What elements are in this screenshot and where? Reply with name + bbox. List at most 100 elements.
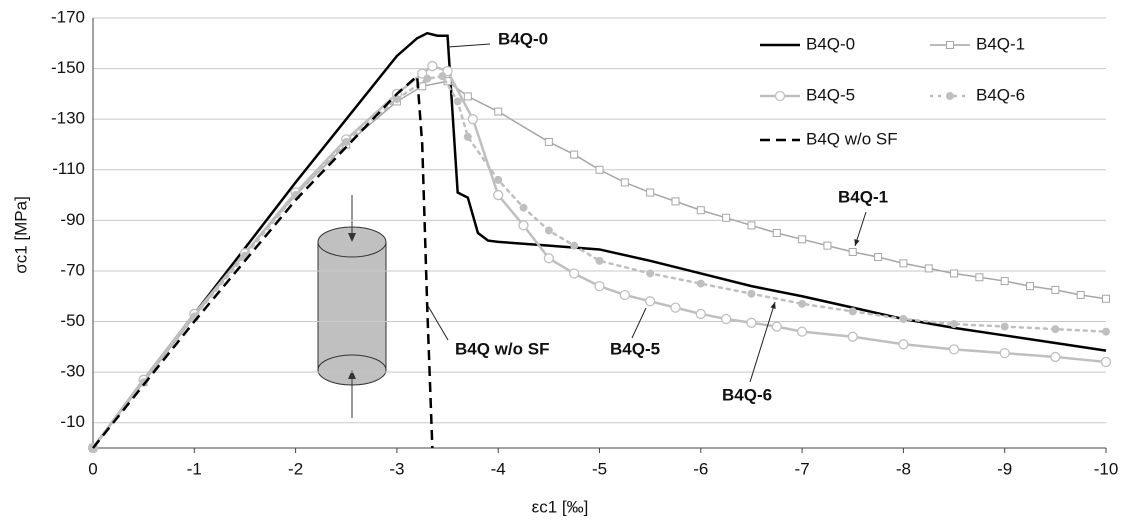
- marker: [747, 289, 756, 298]
- marker: [1051, 285, 1060, 294]
- y-tick-label: -170: [51, 7, 85, 26]
- specimen-icon: [317, 195, 387, 418]
- y-axis-label: σc1 [MPa]: [11, 196, 30, 274]
- series-line: [91, 74, 1108, 450]
- marker: [594, 280, 605, 292]
- marker: [645, 296, 656, 307]
- marker: [950, 269, 959, 278]
- marker: [950, 320, 959, 329]
- marker: [874, 253, 883, 262]
- annotation-line: [749, 301, 776, 383]
- marker: [543, 253, 554, 264]
- marker: [569, 268, 580, 279]
- marker: [463, 92, 472, 101]
- x-tick-label: -8: [896, 459, 911, 478]
- marker: [646, 269, 655, 278]
- marker: [1000, 322, 1009, 331]
- marker: [695, 308, 706, 320]
- marker: [847, 331, 858, 342]
- marker: [670, 302, 681, 313]
- x-tick-label: -3: [389, 459, 404, 478]
- marker: [1102, 327, 1110, 336]
- marker: [453, 97, 462, 106]
- y-tick-label: -90: [60, 210, 85, 229]
- x-tick-label: -9: [997, 459, 1012, 478]
- annotation-arrow: [770, 302, 776, 309]
- marker: [595, 165, 604, 174]
- series-line: [92, 73, 434, 449]
- marker: [823, 241, 832, 250]
- legend-marker: [946, 92, 954, 100]
- marker: [544, 137, 553, 146]
- marker: [796, 326, 808, 337]
- annotation-arrow: [854, 239, 860, 246]
- marker: [518, 220, 529, 231]
- marker: [671, 197, 680, 206]
- y-tick-label: -110: [52, 159, 85, 178]
- marker: [696, 279, 705, 288]
- annotation-line: [631, 307, 647, 339]
- annotation-line: [447, 43, 491, 48]
- marker: [722, 213, 731, 222]
- marker: [1100, 356, 1112, 368]
- y-tick-label: -50: [60, 311, 85, 330]
- marker: [848, 247, 857, 256]
- x-tick-label: -7: [795, 459, 810, 478]
- legend-label: B4Q-5: [806, 85, 855, 104]
- marker: [898, 339, 909, 350]
- x-axis-label: εc1 [‰]: [532, 497, 589, 516]
- marker: [1051, 325, 1060, 334]
- series-line: [91, 31, 1107, 449]
- legend-label: B4Q w/o SF: [806, 129, 898, 148]
- marker: [848, 307, 857, 316]
- marker: [443, 77, 452, 86]
- marker: [544, 226, 553, 235]
- marker: [595, 256, 604, 265]
- legend-marker: [946, 41, 954, 49]
- annotation: B4Q-0: [498, 29, 548, 48]
- marker: [463, 132, 472, 141]
- marker: [999, 347, 1010, 359]
- y-tick-label: -10: [60, 412, 85, 431]
- series-line: [91, 64, 1107, 449]
- marker: [342, 137, 351, 146]
- legend-label: B4Q-0: [806, 34, 855, 53]
- marker: [924, 264, 933, 273]
- x-tick-label: 0: [88, 459, 97, 478]
- marker: [772, 229, 781, 237]
- marker: [467, 114, 479, 125]
- x-tick-label: -4: [491, 459, 506, 478]
- annotation: B4Q-1: [838, 187, 888, 206]
- marker: [423, 74, 432, 83]
- marker: [494, 107, 503, 116]
- marker: [392, 94, 401, 103]
- marker: [798, 299, 807, 308]
- y-tick-label: -130: [51, 109, 85, 128]
- marker: [494, 175, 503, 184]
- legend-marker: [774, 90, 786, 102]
- annotation: B4Q w/o SF: [455, 339, 549, 358]
- annotation: B4Q-6: [722, 385, 772, 404]
- marker: [646, 188, 655, 197]
- marker: [620, 178, 629, 187]
- marker: [948, 344, 960, 355]
- x-tick-label: -1: [187, 459, 202, 478]
- marker: [899, 315, 908, 323]
- marker: [1026, 282, 1035, 291]
- marker: [798, 235, 807, 244]
- marker: [746, 317, 757, 328]
- x-tick-label: -5: [592, 459, 607, 478]
- annotation-line: [427, 305, 449, 341]
- marker: [720, 313, 732, 325]
- marker: [493, 189, 504, 201]
- marker: [975, 273, 984, 282]
- y-tick-label: -70: [60, 260, 85, 279]
- marker: [899, 259, 908, 268]
- legend-label: B4Q-1: [976, 34, 1025, 53]
- x-tick-label: -6: [693, 459, 708, 478]
- legend-label: B4Q-6: [976, 85, 1025, 104]
- y-tick-label: -150: [51, 58, 85, 77]
- marker: [747, 221, 756, 230]
- marker: [619, 289, 630, 301]
